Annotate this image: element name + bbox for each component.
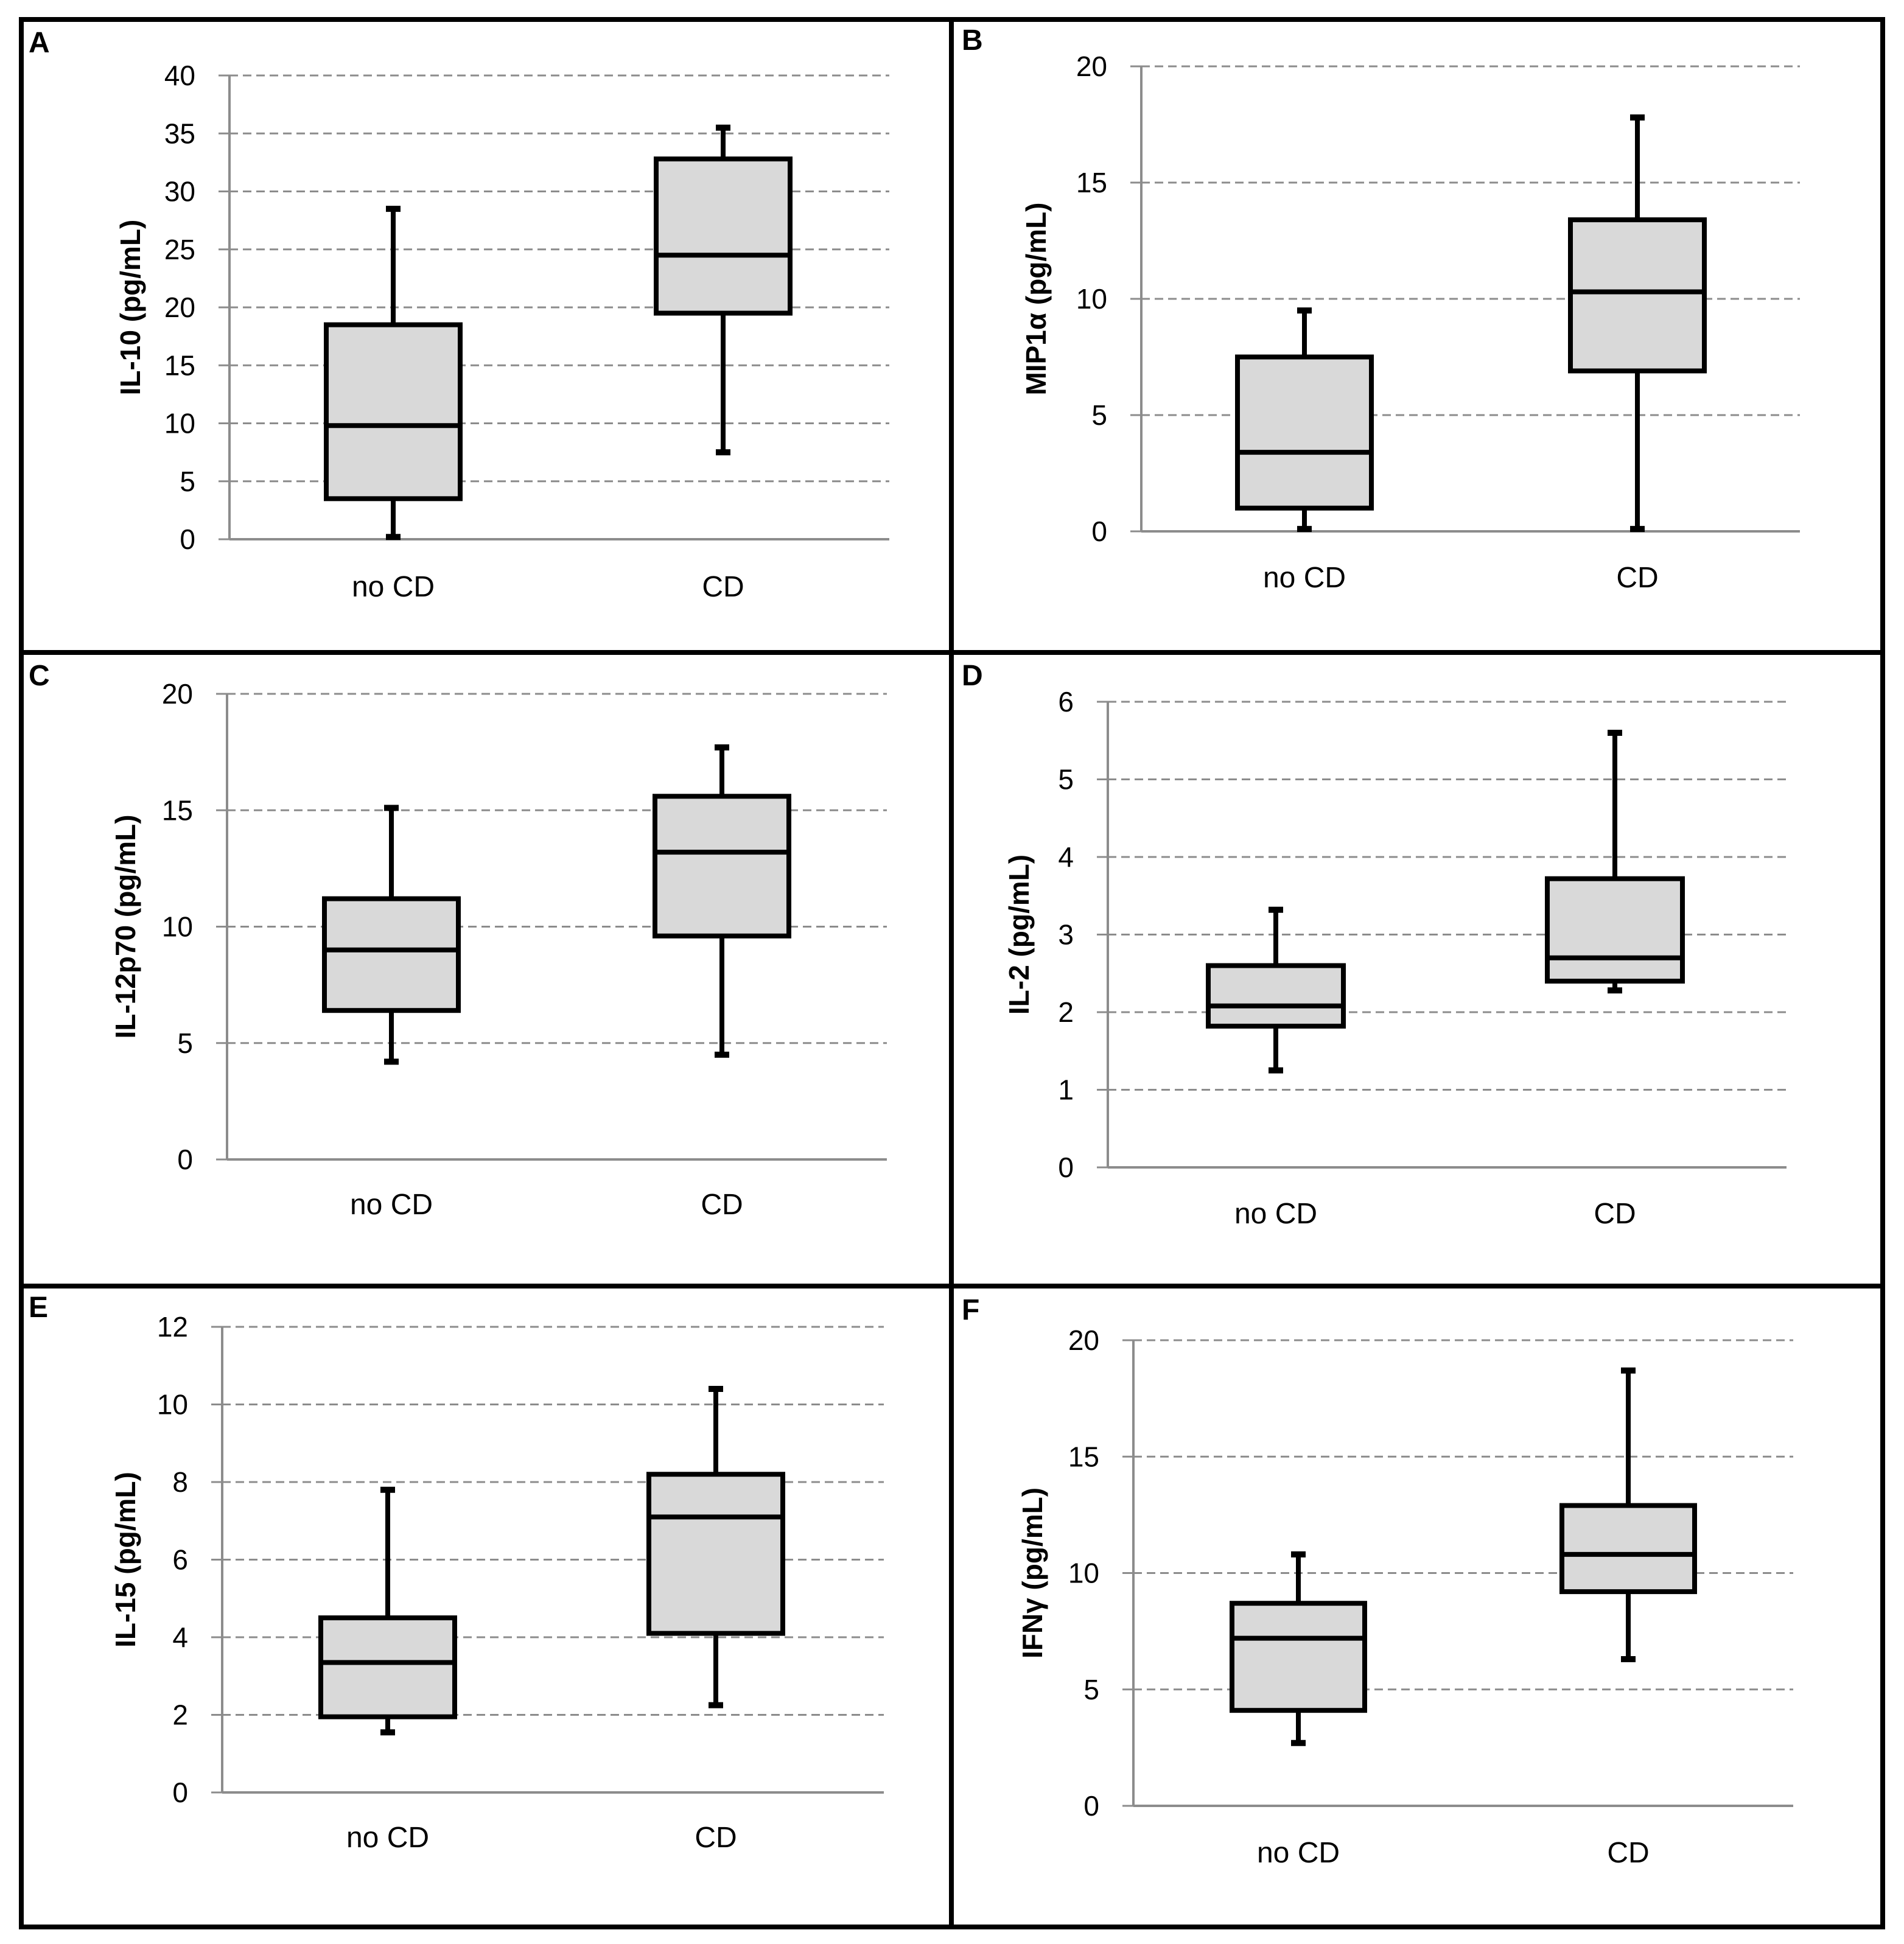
x-category-label: CD (1594, 1198, 1636, 1230)
y-tick-label: 15 (164, 349, 195, 381)
x-category-label: CD (701, 1189, 743, 1221)
y-axis-label: IL-10 (pg/mL) (114, 220, 146, 396)
y-tick-label: 5 (1058, 764, 1074, 795)
box-cd (654, 124, 793, 456)
y-tick-label: 20 (164, 292, 195, 323)
y-axis-label: IL-12p70 (pg/mL) (110, 814, 141, 1038)
panel-letter: E (29, 1292, 48, 1324)
y-tick-label: 10 (1076, 283, 1107, 315)
y-axis-label: IL-2 (pg/mL) (1003, 855, 1035, 1015)
box-no-cd (1206, 906, 1346, 1074)
y-tick-label: 5 (180, 466, 195, 497)
x-category-label: no CD (352, 571, 435, 603)
x-category-label: no CD (1263, 562, 1346, 594)
y-tick-label: 15 (1068, 1441, 1099, 1472)
y-tick-label: 30 (164, 176, 195, 208)
panel-d: D 0 1 2 3 4 5 6 IL-2 (pg/mL) no CD CD (962, 660, 1787, 1230)
y-tick-label: 0 (172, 1777, 188, 1808)
x-category-label: no CD (1234, 1198, 1317, 1230)
panel-e: E 0 2 4 6 8 10 12 IL-15 (pg/mL) no CD CD (29, 1292, 884, 1854)
y-tick-label: 0 (1058, 1152, 1074, 1183)
y-tick-label: 4 (1058, 841, 1074, 873)
y-tick-label: 20 (162, 678, 193, 710)
box-cd (1559, 1367, 1697, 1663)
box-cd (653, 744, 791, 1058)
y-tick-label: 15 (162, 794, 193, 826)
y-tick-label: 4 (172, 1621, 188, 1653)
iqr-box (653, 794, 791, 939)
iqr-box (324, 322, 463, 502)
panel-c: C 0 5 10 15 20 IL-12p70 (pg/mL) no CD CD (29, 660, 887, 1221)
y-tick-label: 0 (1091, 516, 1107, 547)
iqr-box (1545, 876, 1685, 984)
y-tick-label: 5 (1083, 1674, 1099, 1705)
iqr-box (646, 1472, 785, 1636)
iqr-box (322, 896, 461, 1013)
y-tick-label: 35 (164, 117, 195, 149)
x-category-label: no CD (350, 1189, 433, 1221)
iqr-box (1559, 1503, 1697, 1595)
iqr-box (318, 1615, 457, 1719)
iqr-box (1206, 963, 1346, 1029)
x-category-label: no CD (1257, 1837, 1340, 1869)
iqr-box (1568, 217, 1707, 374)
box-no-cd (1230, 1551, 1367, 1746)
y-tick-label: 40 (164, 60, 195, 91)
iqr-box (1230, 1601, 1367, 1713)
y-tick-label: 25 (164, 234, 195, 265)
box-no-cd (322, 805, 461, 1065)
y-tick-label: 3 (1058, 919, 1074, 951)
panel-letter: C (29, 660, 50, 692)
box-cd (646, 1386, 785, 1708)
panel-b: B 0 5 10 15 20 MIP1α (pg/mL) no CD CD (962, 24, 1800, 594)
y-tick-label: 10 (164, 408, 195, 439)
panel-letter: A (29, 27, 50, 59)
box-cd (1545, 730, 1685, 994)
y-tick-label: 6 (1058, 686, 1074, 718)
y-tick-label: 20 (1076, 51, 1107, 82)
panel-letter: D (962, 660, 983, 692)
y-tick-label: 12 (157, 1311, 188, 1343)
panel-letter: B (962, 24, 983, 57)
box-cd (1568, 114, 1707, 533)
y-tick-label: 0 (1083, 1790, 1099, 1822)
y-tick-label: 10 (157, 1389, 188, 1421)
x-category-label: CD (702, 571, 744, 603)
y-tick-label: 6 (172, 1544, 188, 1576)
y-tick-label: 5 (177, 1027, 193, 1059)
iqr-box (654, 156, 793, 316)
box-no-cd (1235, 307, 1374, 533)
y-tick-label: 1 (1058, 1074, 1074, 1106)
y-tick-label: 8 (172, 1466, 188, 1498)
iqr-box (1235, 354, 1374, 511)
x-category-label: CD (1607, 1837, 1649, 1869)
y-axis-label: MIP1α (pg/mL) (1020, 202, 1052, 395)
y-tick-label: 5 (1091, 399, 1107, 431)
box-no-cd (318, 1486, 457, 1736)
y-tick-label: 2 (172, 1699, 188, 1731)
panel-a: A 0 5 10 15 20 25 30 35 40 IL-10 (pg/mL) no CD CD (29, 27, 889, 603)
box-no-cd (324, 206, 463, 540)
y-tick-label: 20 (1068, 1324, 1099, 1356)
panel-letter: F (962, 1294, 979, 1326)
y-tick-label: 10 (162, 911, 193, 943)
y-axis-label: IFNγ (pg/mL) (1017, 1488, 1048, 1659)
y-axis-label: IL-15 (pg/mL) (110, 1472, 141, 1648)
x-category-label: no CD (346, 1822, 429, 1854)
y-tick-label: 15 (1076, 167, 1107, 198)
panel-f: F 0 5 10 15 20 IFNγ (pg/mL) no CD CD (962, 1294, 1793, 1869)
y-tick-label: 0 (180, 523, 195, 555)
x-category-label: CD (695, 1822, 737, 1854)
y-tick-label: 2 (1058, 996, 1074, 1028)
x-category-label: CD (1616, 562, 1658, 594)
y-tick-label: 10 (1068, 1558, 1099, 1589)
y-tick-label: 0 (177, 1144, 193, 1175)
